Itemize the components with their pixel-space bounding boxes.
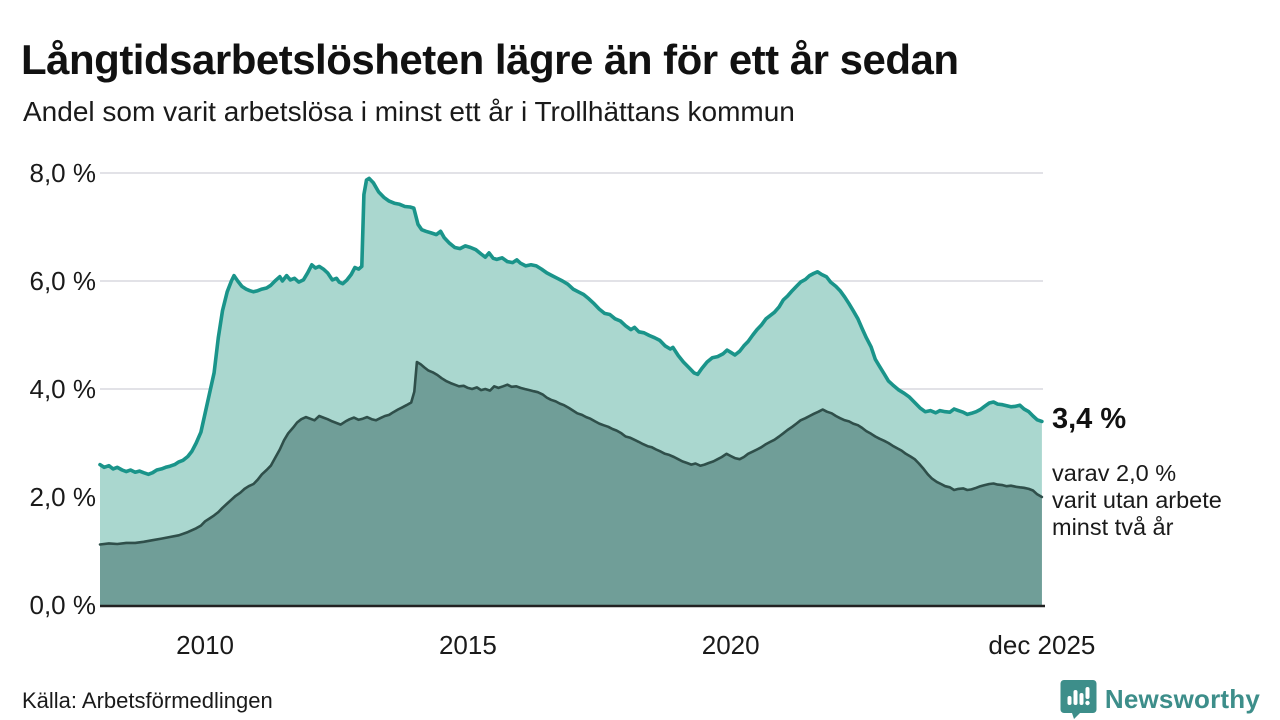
exclamation-dot bbox=[1085, 700, 1090, 706]
chart-subtitle: Andel som varit arbetslösa i minst ett å… bbox=[23, 96, 795, 127]
x-tick-label: dec 2025 bbox=[988, 630, 1096, 660]
x-tick-label: 2010 bbox=[176, 630, 235, 660]
exclamation-bar bbox=[1085, 687, 1090, 699]
brand-name: Newsworthy bbox=[1104, 683, 1260, 714]
endpoint-description-line: varit utan arbete bbox=[1052, 487, 1222, 513]
endpoint-description: varav 2,0 % varit utan arbete minst två … bbox=[1052, 460, 1267, 541]
y-tick-label: 6,0 % bbox=[29, 266, 97, 296]
newsworthy-logo: Newsworthy bbox=[1060, 679, 1260, 719]
page-title: Långtidsarbetslösheten lägre än för ett … bbox=[21, 36, 959, 84]
newsworthy-pin-barchart-icon bbox=[1060, 680, 1097, 719]
y-tick-label: 2,0 % bbox=[29, 482, 97, 512]
x-tick-label: 2020 bbox=[701, 630, 760, 660]
two-year-unemployed-line bbox=[98, 360, 1044, 546]
pin-bubble-shape bbox=[1060, 680, 1097, 719]
x-tick-label: 2015 bbox=[438, 630, 497, 660]
y-tick-label: 0,0 % bbox=[29, 590, 97, 620]
endpoint-value-label: 3,4 % bbox=[1052, 403, 1127, 435]
total-unemployed-line bbox=[98, 176, 1044, 477]
source-note: Källa: Arbetsförmedlingen bbox=[22, 688, 273, 713]
endpoint-annotation: 3,4 % varav 2,0 % varit utan arbete mins… bbox=[1052, 403, 1267, 541]
y-tick-label: 8,0 % bbox=[29, 158, 97, 188]
y-tick-label: 4,0 % bbox=[29, 374, 97, 404]
endpoint-description-line: varav 2,0 % bbox=[1052, 460, 1177, 486]
endpoint-description-line: minst två år bbox=[1052, 514, 1174, 540]
bar-chart-glyph bbox=[1067, 687, 1090, 706]
